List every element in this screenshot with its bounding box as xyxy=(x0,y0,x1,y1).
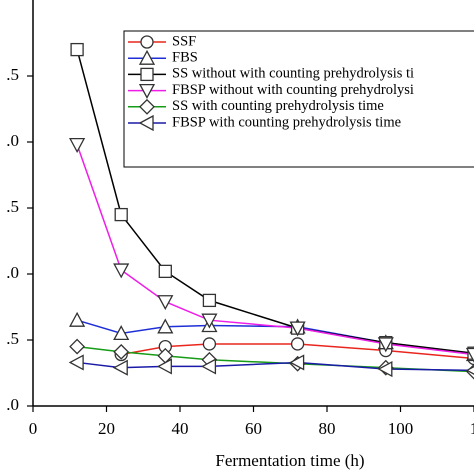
marker xyxy=(68,354,84,371)
series-line xyxy=(76,144,474,356)
marker xyxy=(140,35,154,49)
y-tick-label: .0 xyxy=(6,131,19,150)
marker xyxy=(158,264,172,279)
marker xyxy=(201,358,217,375)
y-tick-label: .5 xyxy=(6,65,19,84)
legend-label: SS without with counting prehydrolysis t… xyxy=(172,66,414,82)
x-tick-label: 100 xyxy=(388,419,414,438)
marker xyxy=(113,325,130,341)
marker xyxy=(201,313,218,329)
x-tick-label: 1 xyxy=(470,419,474,438)
marker xyxy=(202,337,217,351)
x-tick-label: 0 xyxy=(29,419,38,438)
y-tick-label: .5 xyxy=(6,197,19,216)
legend-label: SSF xyxy=(172,33,196,49)
marker xyxy=(69,338,86,355)
series-line xyxy=(76,319,474,356)
marker xyxy=(289,321,306,337)
series-line xyxy=(121,343,474,360)
marker xyxy=(157,318,174,334)
marker xyxy=(156,358,172,375)
marker xyxy=(113,263,130,279)
marker xyxy=(114,207,128,222)
marker xyxy=(69,311,86,327)
marker xyxy=(465,347,474,363)
marker xyxy=(157,295,174,311)
x-tick-label: 60 xyxy=(245,419,262,438)
marker xyxy=(138,83,156,99)
marker xyxy=(70,42,84,57)
x-axis-label: Fermentation time (h) xyxy=(215,451,364,470)
legend-label: FBSP without with counting prehydrolysi xyxy=(172,82,414,98)
y-tick-label: .0 xyxy=(6,395,19,414)
y-tick-label: .5 xyxy=(6,329,19,348)
x-tick-label: 80 xyxy=(319,419,336,438)
marker xyxy=(289,354,305,371)
marker xyxy=(138,49,156,65)
x-tick-label: 20 xyxy=(98,419,115,438)
marker xyxy=(113,343,130,360)
marker xyxy=(202,293,217,308)
marker xyxy=(290,337,305,351)
legend-label: FBS xyxy=(172,50,198,66)
legend-label: SS with counting prehydrolysis time xyxy=(172,98,384,114)
y-tick-label: .0 xyxy=(6,263,19,282)
marker xyxy=(138,114,154,132)
marker xyxy=(139,98,155,115)
marker xyxy=(112,359,128,376)
x-tick-label: 40 xyxy=(172,419,189,438)
marker xyxy=(377,337,394,353)
marker xyxy=(140,67,154,82)
marker xyxy=(69,137,86,154)
legend-label: FBSP with counting prehydrolysis time xyxy=(172,114,401,130)
marker xyxy=(377,360,393,378)
legend-box xyxy=(123,30,474,168)
series-line xyxy=(77,361,474,372)
